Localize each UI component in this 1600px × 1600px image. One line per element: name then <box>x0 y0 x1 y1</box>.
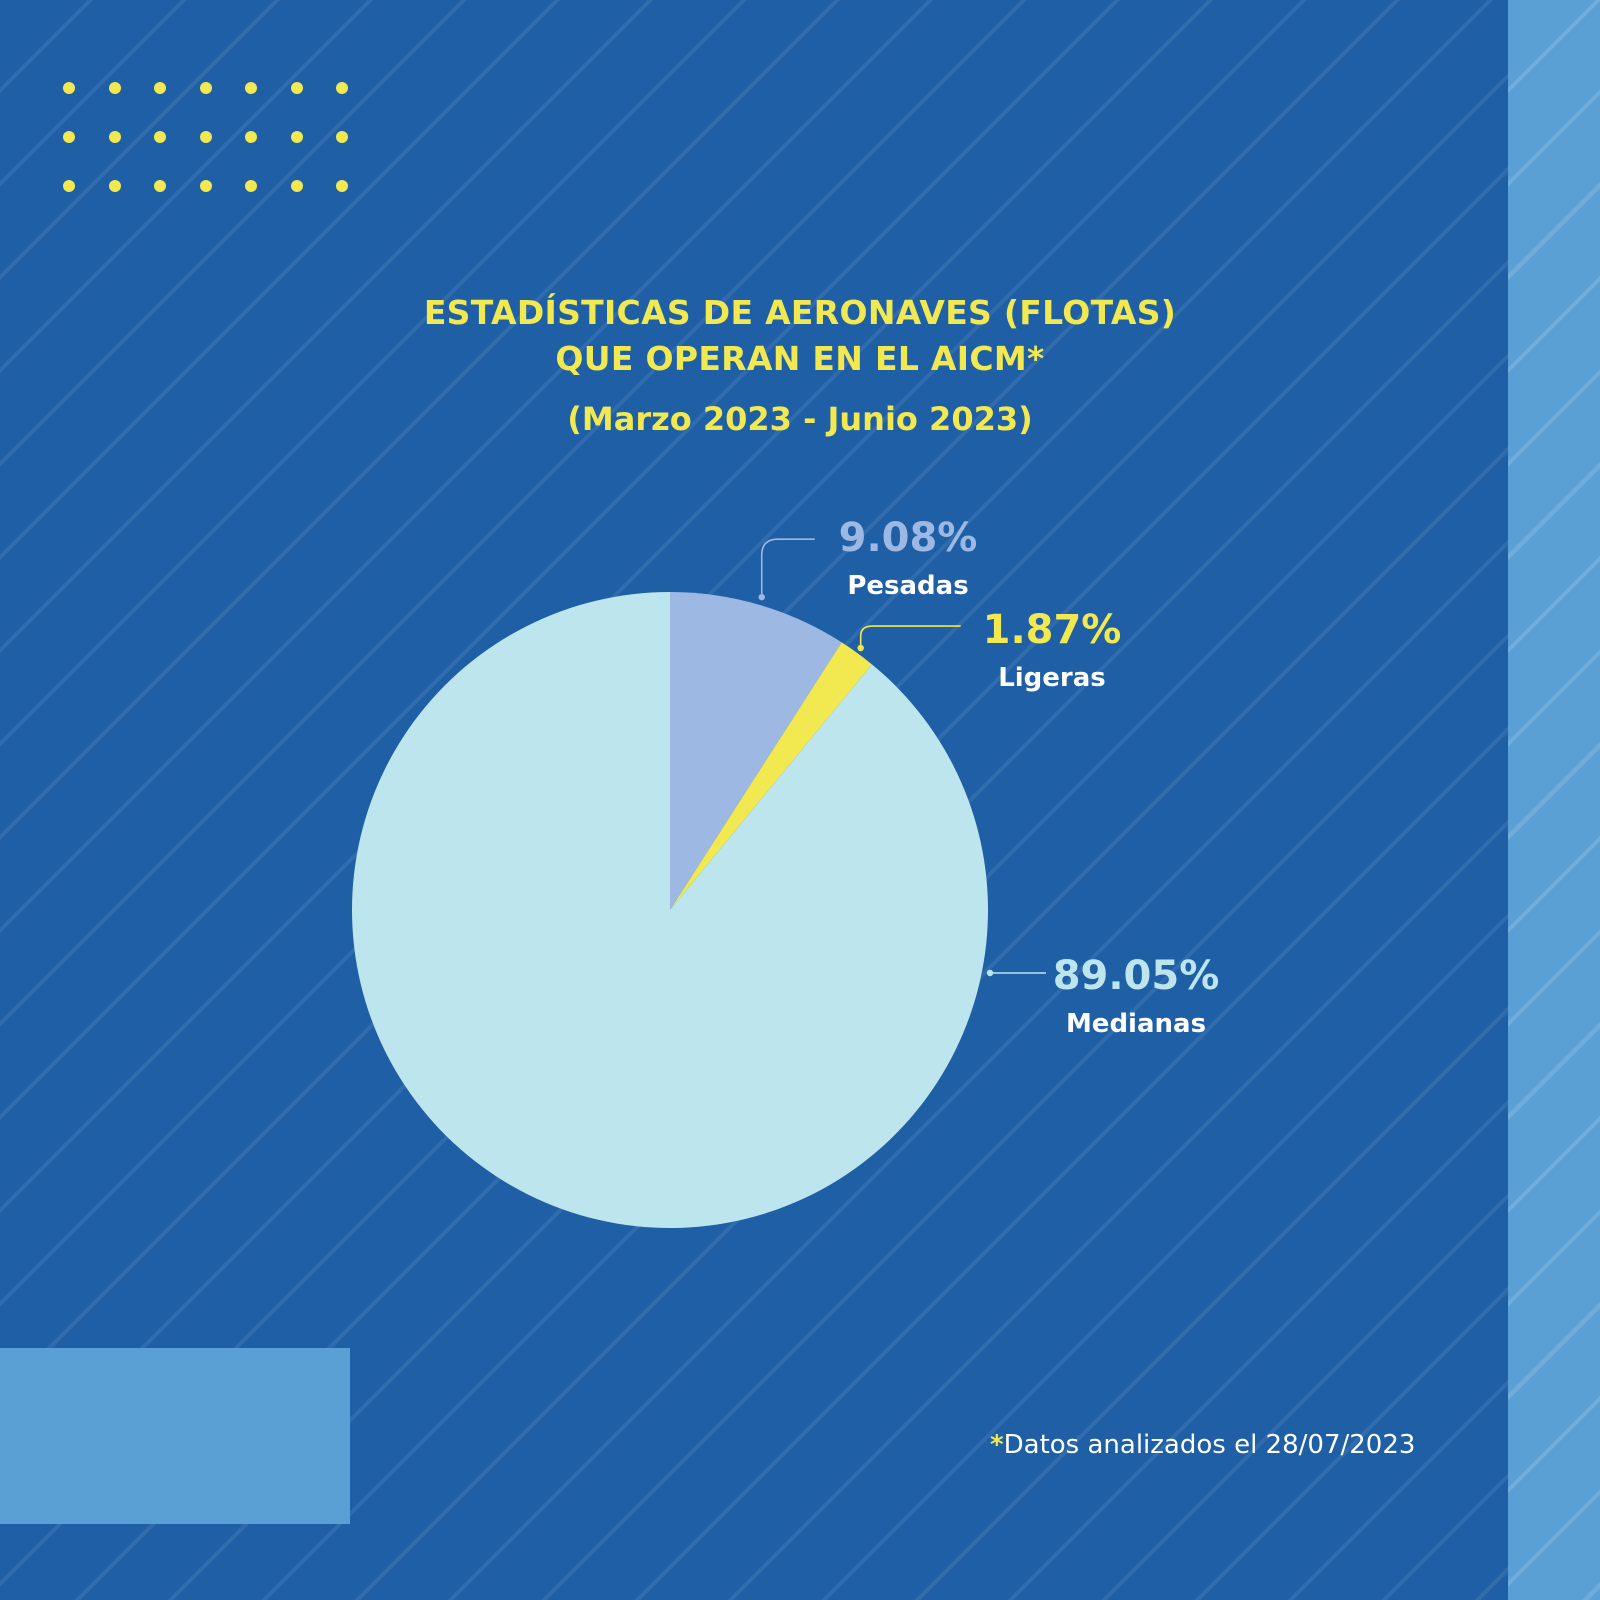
decorative-dot <box>108 180 121 192</box>
decorative-dot <box>154 180 166 192</box>
decorative-dot <box>336 180 348 192</box>
pie-slice-ligeras <box>670 642 872 910</box>
decorative-dot <box>63 131 75 143</box>
pie-slice-medianas <box>351 592 988 1228</box>
category-label-medianas: Medianas <box>1066 1009 1206 1039</box>
decorative-dot <box>245 82 257 94</box>
footnote-text: Datos analizados el 28/07/2023 <box>1003 1430 1416 1460</box>
decorative-dot <box>199 131 212 143</box>
category-label-pesadas: Pesadas <box>847 571 968 601</box>
decorative-dot <box>336 82 348 94</box>
right-decorative-band <box>1508 0 1600 1600</box>
decorative-dot <box>154 82 166 94</box>
data-label-ligeras: 1.87% <box>983 607 1122 653</box>
footnote: *Datos analizados el 28/07/2023 <box>990 1430 1450 1460</box>
decorative-dot <box>63 180 75 192</box>
chart-title-line-1: ESTADÍSTICAS DE AERONAVES (FLOTAS) <box>423 293 1177 332</box>
leader-line-pesadas <box>760 538 815 598</box>
decorative-dot <box>108 131 121 143</box>
bottom-left-decorative-block <box>0 1348 350 1524</box>
decorative-dot <box>245 131 257 143</box>
leader-dot-medianas <box>986 969 994 977</box>
decorative-dot <box>245 180 257 192</box>
decorative-dot <box>199 82 212 94</box>
right-band-stripes <box>1508 0 1600 1600</box>
leader-dot-ligeras <box>857 644 864 652</box>
chart-title-line-2: QUE OPERAN EN EL AICM* <box>555 339 1045 378</box>
decorative-dot <box>63 82 75 94</box>
chart-subtitle: (Marzo 2023 - Junio 2023) <box>567 400 1033 438</box>
decorative-dot <box>290 180 303 192</box>
decorative-dot <box>154 131 166 143</box>
footnote-marker: * <box>990 1430 1004 1460</box>
leader-line-ligeras <box>859 625 961 649</box>
decorative-dot <box>336 131 348 143</box>
data-label-pesadas: 9.08% <box>839 515 978 561</box>
decorative-dot <box>199 180 212 192</box>
decorative-dot <box>108 82 121 94</box>
leader-dot-pesadas <box>758 593 765 601</box>
pie-slice-pesadas <box>670 592 842 910</box>
category-label-ligeras: Ligeras <box>998 663 1106 693</box>
decorative-dot <box>290 131 303 143</box>
decorative-dot-grid <box>63 82 348 192</box>
data-label-medianas: 89.05% <box>1053 953 1220 999</box>
chart-title: ESTADÍSTICAS DE AERONAVES (FLOTAS) QUE O… <box>300 290 1300 382</box>
decorative-dot <box>290 82 303 94</box>
